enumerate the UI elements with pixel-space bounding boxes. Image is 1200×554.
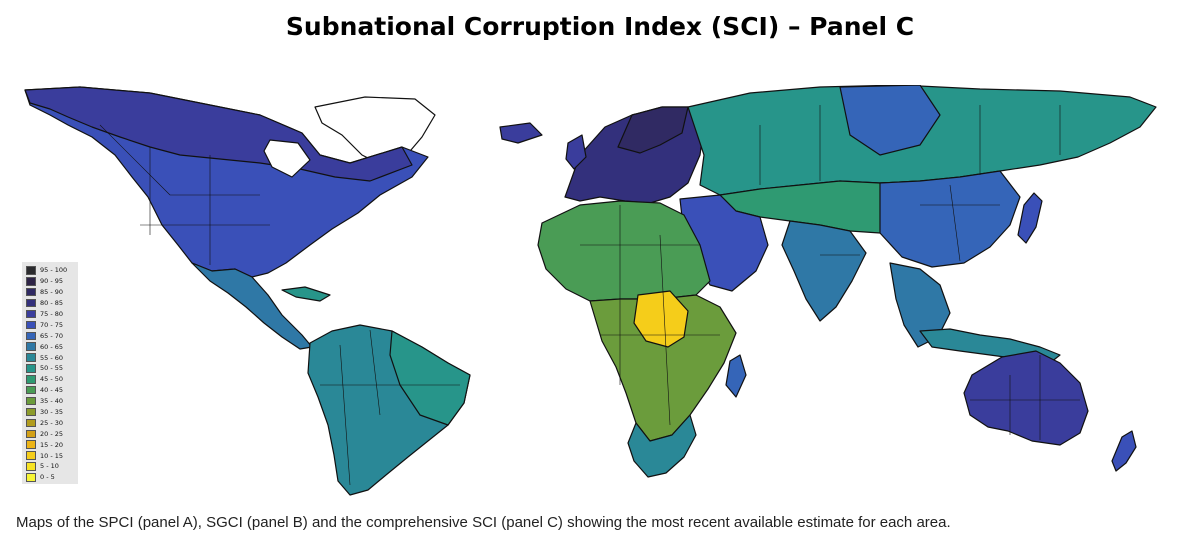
legend-entry: 45 - 50 xyxy=(26,374,78,385)
legend-entry: 35 - 40 xyxy=(26,396,78,407)
legend-entry: 55 - 60 xyxy=(26,352,78,363)
legend-entry: 75 - 80 xyxy=(26,309,78,320)
figure-caption: Maps of the SPCI (panel A), SGCI (panel … xyxy=(16,514,951,531)
legend-swatch xyxy=(26,266,36,275)
region-madagascar xyxy=(725,354,747,398)
legend-label: 20 - 25 xyxy=(40,429,64,438)
legend-label: 40 - 45 xyxy=(40,386,64,395)
legend-swatch xyxy=(26,320,36,330)
legend-swatch xyxy=(26,375,36,384)
legend-label: 75 - 80 xyxy=(40,310,64,318)
legend-entry: 90 - 95 xyxy=(26,276,78,287)
legend-label: 10 - 15 xyxy=(40,451,64,460)
region-new-zealand xyxy=(1111,430,1137,472)
legend-swatch xyxy=(26,451,36,460)
region-scandinavia xyxy=(617,106,689,154)
region-india xyxy=(781,220,867,322)
legend-label: 60 - 65 xyxy=(40,342,64,351)
legend-label: 95 - 100 xyxy=(40,266,68,275)
legend-entry: 85 - 90 xyxy=(26,287,78,298)
legend-label: 15 - 20 xyxy=(40,440,64,449)
legend-label: 30 - 35 xyxy=(40,408,64,417)
legend-swatch xyxy=(26,331,36,341)
legend-entry: 10 - 15 xyxy=(26,450,78,461)
legend-entry: 30 - 35 xyxy=(26,407,78,418)
hudson-bay xyxy=(263,139,311,178)
legend-label: 45 - 50 xyxy=(40,375,64,384)
legend-entry: 95 - 100 xyxy=(26,265,78,276)
legend-label: 5 - 10 xyxy=(40,462,59,471)
legend-swatch xyxy=(26,462,36,471)
legend-label: 90 - 95 xyxy=(40,277,64,286)
region-congo xyxy=(633,290,689,348)
legend-swatch xyxy=(26,364,36,373)
legend-entry: 65 - 70 xyxy=(26,330,78,341)
legend-entry: 40 - 45 xyxy=(26,385,78,396)
map-legend: 95 - 100 90 - 95 85 - 90 80 - 85 75 - 80 70 -… xyxy=(22,262,78,484)
legend-entry: 80 - 85 xyxy=(26,298,78,309)
legend-swatch xyxy=(26,277,36,286)
region-africa-north xyxy=(537,200,711,302)
region-uk xyxy=(565,134,587,170)
legend-entry: 60 - 65 xyxy=(26,341,78,352)
legend-label: 70 - 75 xyxy=(40,320,64,329)
region-africa-south xyxy=(627,414,697,478)
legend-entry: 25 - 30 xyxy=(26,417,78,428)
region-brazil-east xyxy=(389,330,471,426)
region-japan xyxy=(1017,192,1043,244)
region-russia-central xyxy=(839,85,941,156)
legend-swatch xyxy=(26,396,36,406)
legend-label: 35 - 40 xyxy=(40,397,64,406)
legend-entry: 50 - 55 xyxy=(26,363,78,374)
legend-swatch xyxy=(26,385,36,395)
legend-swatch xyxy=(26,440,36,449)
map-title: Subnational Corruption Index (SCI) – Pan… xyxy=(285,12,915,41)
legend-swatch xyxy=(26,473,36,482)
legend-entry: 70 - 75 xyxy=(26,319,78,330)
legend-swatch xyxy=(26,407,36,417)
legend-label: 0 - 5 xyxy=(40,473,55,482)
legend-label: 25 - 30 xyxy=(40,418,64,427)
legend-swatch xyxy=(26,298,36,308)
legend-swatch xyxy=(26,287,36,297)
legend-label: 55 - 60 xyxy=(40,353,64,362)
legend-swatch xyxy=(26,429,36,439)
region-china xyxy=(879,170,1021,268)
region-iceland xyxy=(499,122,543,144)
legend-entry: 0 - 5 xyxy=(26,472,78,483)
legend-entry: 5 - 10 xyxy=(26,461,78,472)
legend-entry: 20 - 25 xyxy=(26,428,78,439)
legend-label: 85 - 90 xyxy=(40,288,64,297)
region-africa-central xyxy=(589,294,737,442)
legend-swatch xyxy=(26,342,36,351)
legend-entry: 15 - 20 xyxy=(26,439,78,450)
region-caribbean xyxy=(281,286,331,302)
region-australia xyxy=(963,350,1089,446)
world-choropleth-map xyxy=(24,85,1157,496)
legend-label: 80 - 85 xyxy=(40,299,64,308)
legend-swatch xyxy=(26,309,36,319)
legend-label: 50 - 55 xyxy=(40,364,64,373)
legend-swatch xyxy=(26,418,36,428)
legend-swatch xyxy=(26,353,36,362)
legend-label: 65 - 70 xyxy=(40,331,64,340)
